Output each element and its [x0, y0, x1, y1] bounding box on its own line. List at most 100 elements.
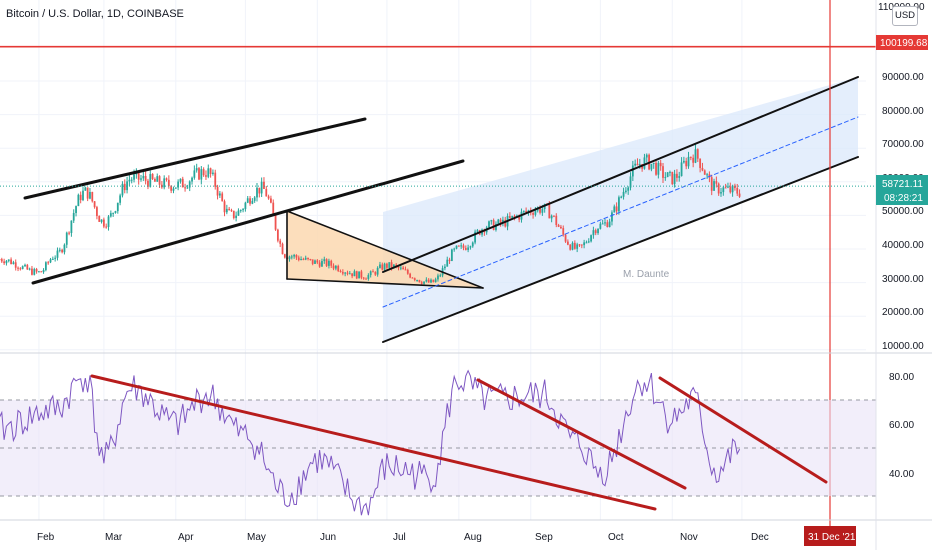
candle-body: [444, 266, 446, 269]
rsi-pane: [0, 369, 876, 516]
candle-body: [717, 183, 720, 194]
candle-body: [471, 242, 474, 247]
candle-body: [149, 174, 152, 187]
candle-body: [504, 219, 507, 227]
candle-body: [102, 219, 105, 227]
candle-body: [31, 268, 33, 275]
candle-body: [685, 160, 688, 167]
candle-body: [228, 208, 231, 211]
candle-body: [128, 179, 131, 182]
drawings-back: [0, 45, 876, 342]
candle-body: [70, 220, 73, 234]
candle-body: [311, 259, 314, 264]
price-tick: 40000.00: [882, 240, 924, 251]
candle-body: [98, 216, 101, 222]
candle-body: [662, 166, 664, 178]
candle-body: [604, 222, 606, 224]
candle-body: [89, 191, 91, 199]
month-tick: Sep: [535, 532, 553, 543]
candle-body: [508, 216, 511, 218]
candle-body: [706, 174, 708, 176]
candle-body: [297, 257, 300, 261]
month-tick: May: [247, 532, 266, 543]
candle-body: [513, 215, 516, 217]
upper-trendline-left: [23, 117, 367, 200]
currency-selector[interactable]: USD: [892, 6, 918, 26]
candle-body: [348, 273, 351, 275]
candle-body: [576, 244, 579, 249]
candle-body: [676, 173, 678, 178]
candle-body: [142, 175, 145, 179]
candle-body: [330, 260, 333, 266]
candle-body: [467, 247, 470, 250]
candle-body: [172, 188, 175, 191]
candle-body: [112, 212, 115, 214]
candle-body: [729, 186, 732, 193]
candle-body: [638, 163, 641, 166]
candle-body: [19, 268, 22, 270]
candle-body: [5, 260, 8, 264]
current-price-badge-bg: [876, 175, 928, 205]
candle-body: [353, 271, 356, 277]
symbol-title[interactable]: Bitcoin / U.S. Dollar, 1D, COINBASE: [6, 8, 184, 20]
candle-body: [77, 194, 80, 207]
candle-body: [418, 279, 421, 283]
rsi-axis[interactable]: 80.00 60.00 40.00: [889, 372, 914, 480]
candle-body: [14, 262, 17, 268]
candle-body: [453, 248, 456, 250]
candle-body: [585, 242, 588, 244]
candle-body: [123, 183, 126, 191]
candle-body: [288, 256, 291, 260]
candle-body: [318, 262, 321, 267]
candle-body: [738, 193, 741, 197]
candle-body: [232, 210, 235, 219]
candle-body: [376, 267, 379, 275]
candle-body: [33, 269, 36, 275]
candle-body: [671, 171, 674, 185]
time-axis[interactable]: Feb Mar Apr May Jun Jul Aug Sep Oct Nov …: [37, 532, 769, 543]
candle-body: [346, 272, 349, 274]
candle-body: [423, 281, 425, 284]
candle-body: [488, 221, 490, 228]
rsi-tick: 60.00: [889, 420, 914, 431]
candle-body: [151, 174, 154, 180]
candle-body: [736, 188, 739, 194]
candle-body: [38, 271, 40, 273]
candle-body: [181, 178, 184, 188]
candle-body: [56, 250, 59, 258]
rsi-line: [0, 369, 741, 516]
candle-body: [645, 154, 648, 158]
candle-body: [687, 156, 690, 167]
candle-body: [256, 187, 258, 198]
candle-body: [399, 267, 402, 269]
candle-body: [323, 259, 326, 262]
candle-body: [283, 254, 286, 258]
candle-body: [673, 173, 676, 185]
candle-body: [44, 262, 47, 271]
candle-body: [390, 262, 393, 268]
candle-body: [235, 215, 238, 219]
candle-body: [10, 259, 12, 265]
candle-body: [332, 265, 335, 269]
candle-body: [474, 231, 476, 243]
candle-body: [592, 230, 595, 236]
candle-body: [61, 249, 64, 253]
candle-body: [267, 196, 270, 199]
candle-body: [455, 245, 458, 249]
candle-body: [495, 223, 497, 230]
candle-body: [427, 279, 430, 283]
candle-body: [492, 220, 495, 230]
candle-body: [328, 260, 330, 266]
candle-body: [622, 191, 625, 197]
date-marker-badge: 31 Dec '21: [808, 532, 856, 543]
candle-body: [351, 273, 354, 277]
candle-body: [611, 212, 613, 222]
candle-body: [657, 162, 660, 175]
candle-body: [200, 169, 203, 180]
candle-body: [715, 181, 718, 184]
ascending-channel-fill[interactable]: [383, 77, 858, 342]
candle-body: [374, 272, 377, 275]
candle-body: [624, 190, 627, 192]
drawings-front: [23, 0, 859, 526]
